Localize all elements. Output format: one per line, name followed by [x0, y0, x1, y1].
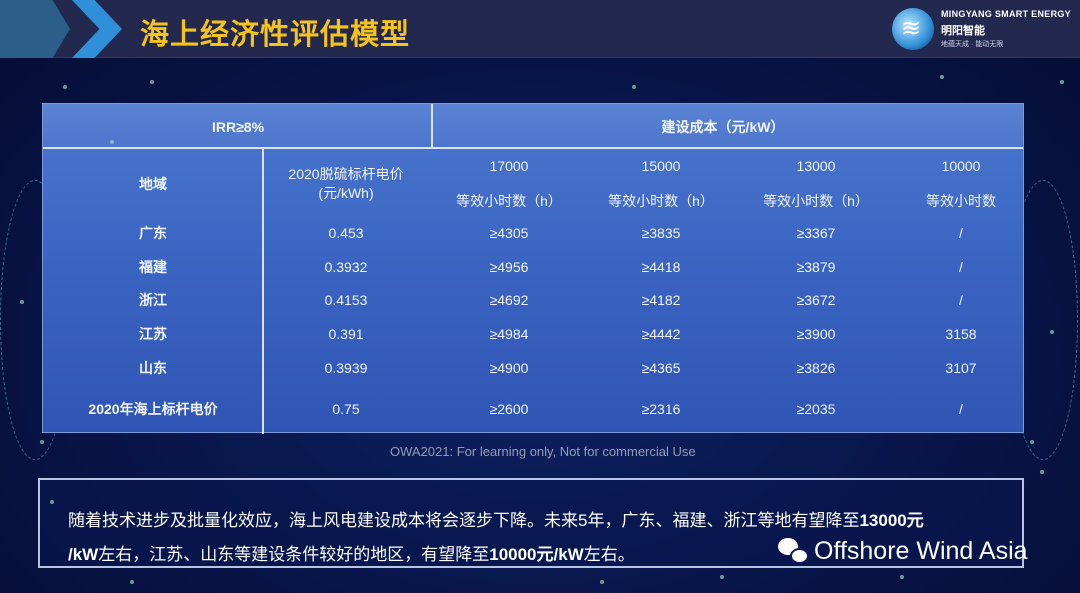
- hours-label-header: 等效小时数（h）: [608, 193, 714, 209]
- hours-cell: ≥4692: [489, 292, 529, 308]
- logo-text-cn: 明阳智能: [941, 25, 985, 37]
- hours-cell: ≥4418: [641, 259, 681, 275]
- hours-cell: ≥2316: [641, 401, 681, 417]
- hours-cell: ≥4182: [641, 292, 681, 308]
- star-dot: [150, 80, 154, 84]
- hours-cell: /: [959, 292, 963, 308]
- hours-cell: ≥3879: [796, 259, 836, 275]
- note-text: 左右。: [583, 545, 635, 564]
- region-cell: 广东: [139, 225, 167, 241]
- hours-cell: /: [959, 259, 963, 275]
- price-cell: 0.3932: [324, 259, 368, 275]
- chevron-arrow-icon: [72, 0, 122, 58]
- hours-cell: /: [959, 225, 963, 241]
- brand-watermark: Offshore Wind Asia: [778, 537, 1028, 566]
- hours-cell: ≥4305: [489, 225, 529, 241]
- hours-label-header: 等效小时数（h）: [456, 193, 562, 209]
- star-dot: [632, 85, 636, 89]
- star-dot: [63, 85, 67, 89]
- hours-cell: /: [959, 401, 963, 417]
- watermark: OWA2021: For learning only, Not for comm…: [390, 444, 696, 459]
- hours-cell: 3107: [945, 360, 977, 376]
- price-cell: 0.391: [328, 326, 364, 342]
- price-cell: 0.453: [328, 225, 364, 241]
- cost-level-header: 17000: [489, 158, 529, 174]
- mingyang-logo-icon: [892, 8, 934, 50]
- region-cell: 2020年海上标杆电价: [88, 401, 218, 417]
- region-header: 地域: [139, 176, 167, 192]
- price-cell: 0.3939: [324, 360, 368, 376]
- star-dot: [940, 75, 944, 79]
- irr-table: IRR≥8% 建设成本（元/kW） 地域 2020脱硫标杆电价 (元/kWh) …: [42, 103, 1024, 434]
- table-header-row: [43, 104, 1023, 149]
- note-highlight: 10000元/kW: [489, 545, 584, 564]
- price-cell: 0.4153: [324, 292, 368, 308]
- wechat-icon: [778, 538, 810, 566]
- star-dot: [130, 580, 134, 584]
- star-dot: [600, 580, 604, 584]
- hours-cell: ≥2035: [796, 401, 836, 417]
- star-dot: [1050, 330, 1054, 334]
- price-cell: 0.75: [332, 401, 360, 417]
- hours-cell: ≥3672: [796, 292, 836, 308]
- note-line-1: 随着技术进步及批量化效应，海上风电建设成本将会逐步下降。未来5年，广东、福建、浙…: [68, 506, 924, 531]
- header-bar: 海上经济性评估模型 MINGYANG SMART ENERGY 明阳智能 地蕴天…: [0, 0, 1080, 58]
- hours-cell: ≥3367: [796, 225, 836, 241]
- divider: [431, 104, 433, 149]
- hours-cell: ≥4956: [489, 259, 529, 275]
- star-dot: [40, 440, 44, 444]
- divider: [262, 149, 264, 434]
- hours-cell: 3158: [945, 326, 977, 342]
- logo-slogan: 地蕴天成 · 能动无限: [941, 41, 1004, 48]
- note-text: 随着技术进步及批量化效应，海上风电建设成本将会逐步下降。未来5年，广东、福建、浙…: [68, 511, 860, 530]
- region-cell: 山东: [139, 360, 167, 376]
- hours-cell: ≥3835: [641, 225, 681, 241]
- hours-cell: ≥4900: [489, 360, 529, 376]
- star-dot: [900, 575, 904, 579]
- hours-cell: ≥4442: [641, 326, 681, 342]
- star-dot: [20, 300, 24, 304]
- price-unit: (元/kWh): [318, 185, 374, 201]
- region-cell: 福建: [139, 259, 167, 275]
- summary-note: 随着技术进步及批量化效应，海上风电建设成本将会逐步下降。未来5年，广东、福建、浙…: [38, 478, 1024, 568]
- hours-cell: ≥2600: [489, 401, 529, 417]
- star-dot: [1030, 440, 1034, 444]
- price-header: 2020脱硫标杆电价: [288, 166, 404, 182]
- hours-cell: ≥4984: [489, 326, 529, 342]
- cost-level-header: 15000: [641, 158, 681, 174]
- page-title: 海上经济性评估模型: [140, 19, 411, 51]
- hours-cell: ≥4365: [641, 360, 681, 376]
- star-dot: [110, 140, 114, 144]
- brand-text: Offshore Wind Asia: [814, 537, 1028, 565]
- hours-label-header: 等效小时数: [926, 193, 996, 209]
- star-dot: [50, 500, 54, 504]
- cost-level-header: 13000: [796, 158, 836, 174]
- logo-text-en: MINGYANG SMART ENERGY: [941, 9, 1071, 19]
- cost-level-header: 10000: [941, 158, 981, 174]
- note-highlight: /kW: [68, 545, 99, 564]
- star-dot: [1040, 470, 1044, 474]
- hours-cell: ≥3826: [796, 360, 836, 376]
- irr-header: IRR≥8%: [211, 119, 265, 135]
- star-dot: [1060, 80, 1064, 84]
- note-text: 左右，江苏、山东等建设条件较好的地区，有望降至: [98, 545, 490, 564]
- hours-label-header: 等效小时数（h）: [763, 193, 869, 209]
- chevron-decoration: [0, 0, 70, 58]
- region-cell: 浙江: [139, 292, 167, 308]
- star-dot: [720, 575, 724, 579]
- cost-header: 建设成本（元/kW）: [661, 119, 785, 135]
- note-highlight: 13000元: [859, 511, 924, 530]
- hours-cell: ≥3900: [796, 326, 836, 342]
- note-line-2: /kW左右，江苏、山东等建设条件较好的地区，有望降至10000元/kW左右。: [68, 540, 635, 565]
- region-cell: 江苏: [139, 326, 167, 342]
